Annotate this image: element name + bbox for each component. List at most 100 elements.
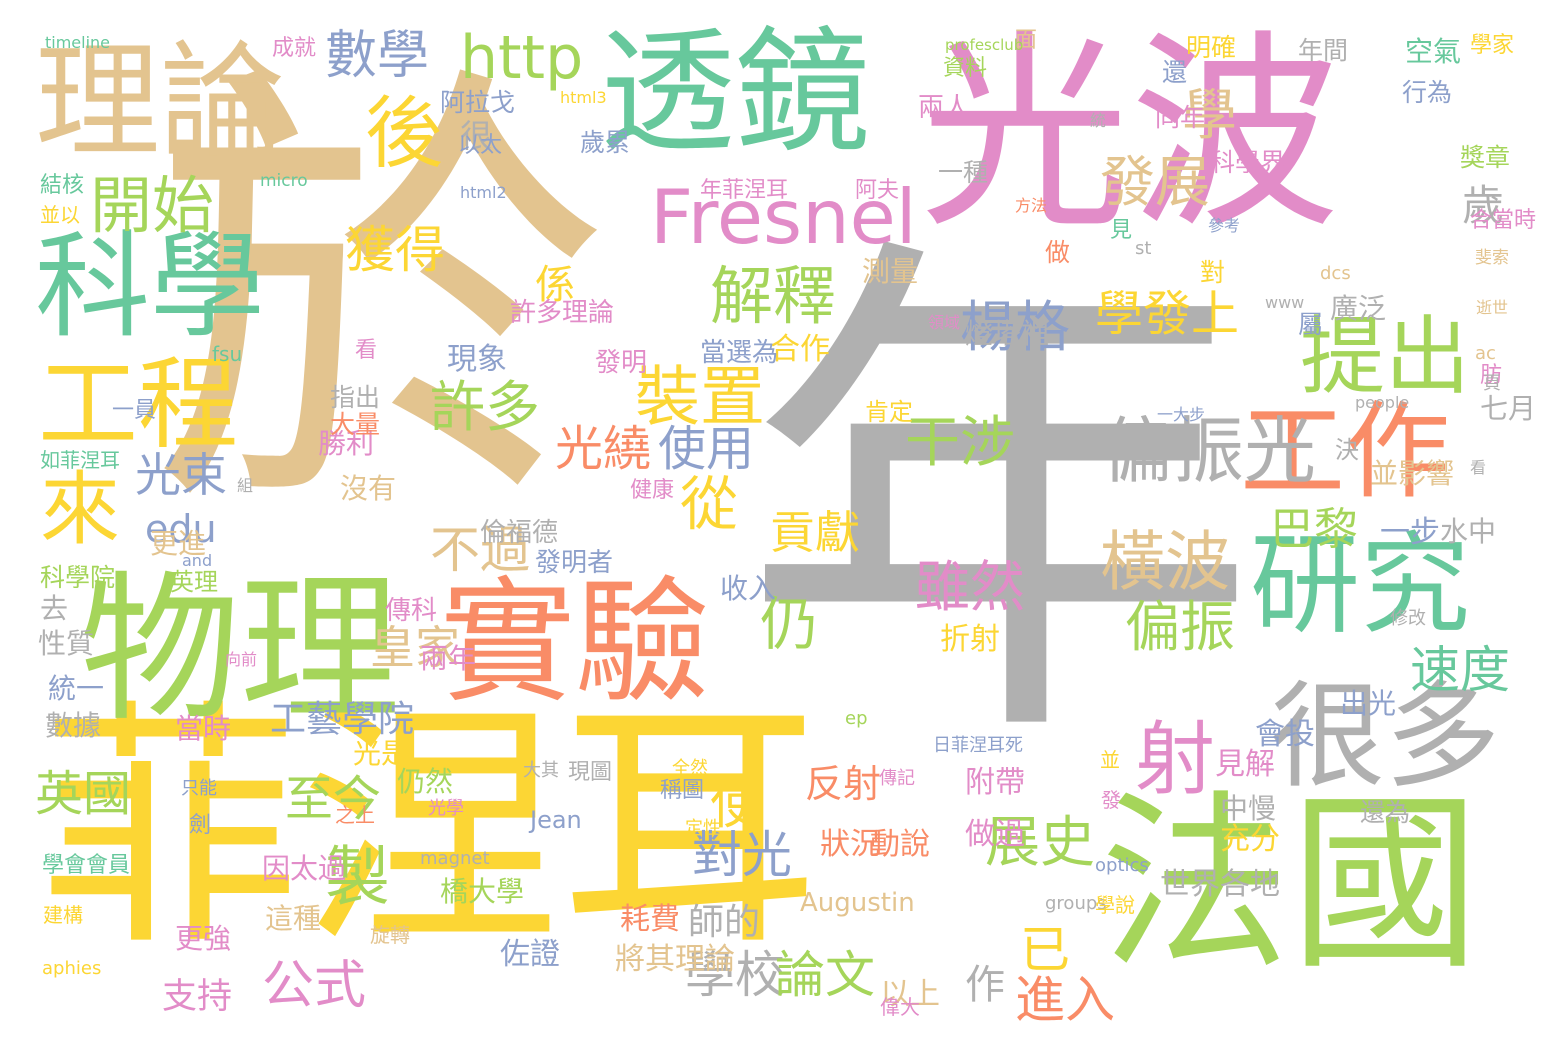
- cloud-word: 面: [1015, 28, 1038, 53]
- cloud-word: 作: [965, 962, 1005, 1008]
- cloud-word: http: [460, 23, 584, 93]
- cloud-word: 製: [325, 840, 391, 915]
- cloud-word: 射: [1135, 713, 1215, 806]
- cloud-word: 以上: [880, 977, 940, 1012]
- cloud-word: 一步: [1380, 515, 1440, 550]
- cloud-word: 出光: [1340, 687, 1397, 720]
- cloud-word: 工作: [1240, 391, 1451, 513]
- cloud-word: 勝利: [318, 427, 375, 460]
- cloud-word: 做過: [965, 817, 1025, 852]
- cloud-word: people: [1355, 393, 1410, 412]
- cloud-word: www: [1265, 293, 1305, 312]
- cloud-word: 法國: [1100, 774, 1481, 995]
- cloud-word: 逝世: [1476, 298, 1509, 317]
- cloud-word: 斐索: [1475, 248, 1509, 268]
- cloud-word: 仍: [760, 590, 819, 658]
- cloud-word: 肪: [1480, 363, 1503, 388]
- cloud-word: 貢獻: [770, 506, 861, 559]
- cloud-word: 並: [1100, 748, 1120, 772]
- cloud-word: magnet: [420, 848, 490, 869]
- cloud-word: 師的: [688, 902, 761, 943]
- cloud-word: 傳記: [879, 768, 915, 789]
- cloud-word: 偉大: [880, 995, 920, 1019]
- cloud-word: 結核: [40, 173, 85, 198]
- cloud-word: 性質: [38, 627, 95, 660]
- cloud-word: 橋大學: [440, 875, 525, 908]
- cloud-word: 學: [1182, 83, 1238, 147]
- cloud-word: 菲涅耳: [40, 679, 820, 981]
- cloud-word: 不過: [430, 521, 530, 579]
- cloud-word: 速度: [1410, 641, 1510, 699]
- cloud-word: 從: [680, 470, 739, 538]
- cloud-word: 水中: [1440, 515, 1497, 548]
- cloud-word: profesclub: [945, 36, 1024, 54]
- cloud-word: st: [1135, 238, 1152, 259]
- cloud-word: 中慢: [1220, 792, 1277, 825]
- cloud-word: 很: [460, 117, 493, 155]
- cloud-word: 偏振光: [1100, 409, 1317, 493]
- cloud-word: 劍: [189, 813, 212, 838]
- cloud-word: 對光: [692, 826, 792, 884]
- cloud-word: 使用: [658, 421, 755, 477]
- cloud-word: 大其: [523, 760, 559, 781]
- cloud-word: 成就: [272, 36, 317, 61]
- cloud-word: 學家: [1470, 33, 1515, 58]
- cloud-word: 廣泛: [1330, 292, 1387, 325]
- cloud-word: 干涉: [905, 410, 1016, 474]
- cloud-word: 裝置: [635, 360, 766, 435]
- cloud-word: 很多: [1270, 670, 1501, 804]
- cloud-word: 決: [1335, 436, 1359, 464]
- cloud-word: 空氣: [1405, 35, 1462, 68]
- cloud-word: 定性: [685, 818, 721, 839]
- cloud-word: 看: [1470, 458, 1487, 477]
- cloud-word: 明確: [1186, 33, 1237, 62]
- cloud-word: 行為: [1402, 78, 1453, 107]
- cloud-word: Fresnel: [650, 173, 917, 261]
- cloud-word: 光學: [428, 798, 464, 819]
- cloud-word: 阿夫: [855, 178, 900, 203]
- cloud-word: 看: [355, 338, 378, 363]
- cloud-word: 收入: [720, 572, 777, 605]
- cloud-word: 光波: [920, 12, 1341, 257]
- cloud-word: 還為: [1360, 798, 1411, 827]
- cloud-word: 支持: [162, 977, 233, 1017]
- cloud-word: 來: [40, 463, 120, 556]
- cloud-word: 並影響: [1370, 457, 1455, 490]
- cloud-word: 許多理論: [510, 298, 615, 328]
- cloud-word: 英理: [170, 568, 218, 596]
- cloud-word: 透鏡: [600, 14, 870, 171]
- cloud-word: 見解: [1215, 747, 1275, 782]
- cloud-word: 動說: [870, 827, 930, 862]
- cloud-word: 年: [740, 197, 1260, 803]
- cloud-word: fsu: [212, 342, 243, 366]
- cloud-word: 英國: [35, 766, 132, 822]
- cloud-word: 頁: [1483, 373, 1501, 394]
- cloud-word: micro: [260, 171, 308, 191]
- cloud-word: html2: [460, 183, 507, 202]
- cloud-word: 燈塔裡: [965, 317, 1050, 350]
- cloud-word: ep: [845, 708, 868, 729]
- cloud-word: 獲得: [345, 221, 445, 279]
- cloud-word: 皇家: [370, 621, 461, 674]
- cloud-word: timeline: [45, 33, 111, 52]
- cloud-word: 合作: [770, 332, 830, 367]
- cloud-word: 組: [237, 476, 254, 495]
- cloud-word: 數學: [325, 26, 430, 86]
- cloud-word: 旋轉: [370, 923, 410, 947]
- cloud-word: 工程: [38, 346, 238, 463]
- cloud-word: Jean: [530, 806, 582, 834]
- cloud-word: 年間: [1298, 36, 1349, 65]
- cloud-word: 論文: [775, 946, 875, 1004]
- cloud-word: 仍然: [397, 765, 454, 798]
- cloud-word: 做: [1045, 238, 1071, 267]
- cloud-word: 日菲涅耳死: [933, 735, 1023, 756]
- cloud-word: 現象: [447, 342, 507, 377]
- cloud-word: 權患: [795, 568, 840, 593]
- cloud-word: 許多: [430, 375, 541, 439]
- cloud-word: 當選為: [700, 338, 779, 368]
- cloud-word: 全然: [672, 758, 708, 779]
- cloud-word: 一大步: [1157, 405, 1206, 424]
- cloud-word: 科學院: [40, 563, 116, 592]
- cloud-word: 光是: [353, 737, 410, 770]
